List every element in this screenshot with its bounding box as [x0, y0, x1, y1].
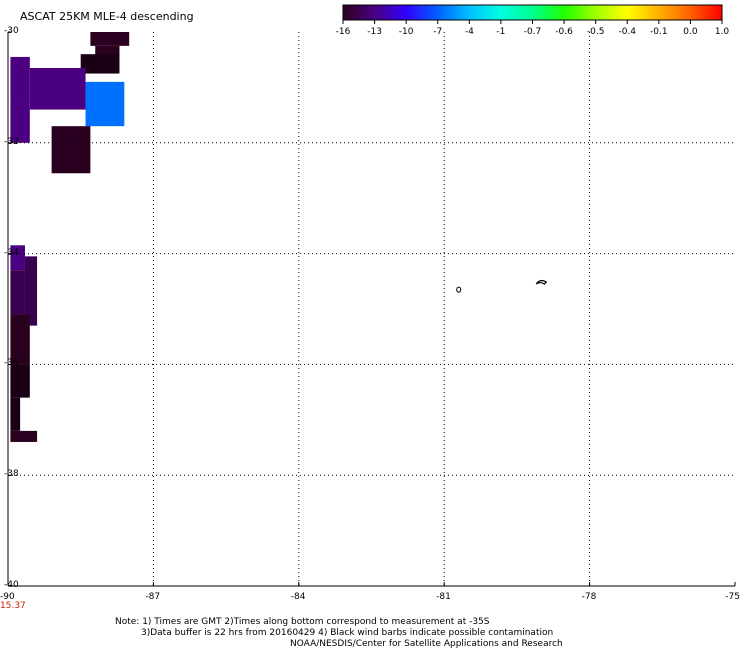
- data-cells: [10, 32, 130, 442]
- data-cell: [10, 397, 21, 431]
- lat-label: -30: [4, 26, 19, 36]
- data-cell: [90, 32, 130, 46]
- contamination-marks: [456, 279, 548, 293]
- colorbar-label: -0.7: [523, 27, 542, 37]
- lat-label: -32: [4, 136, 19, 147]
- note-line-2: 3)Data buffer is 22 hrs from 20160429 4)…: [141, 628, 554, 638]
- data-cell: [10, 245, 25, 271]
- lat-label: -40: [4, 580, 19, 590]
- data-cell: [10, 270, 25, 315]
- colorbar-ramp: [342, 4, 723, 21]
- lon-label: -90: [0, 592, 15, 602]
- lon-label: -78: [581, 592, 597, 602]
- colorbar-label: -13: [367, 27, 382, 37]
- data-cell: [51, 126, 91, 174]
- colorbar-label: 1.0: [714, 27, 730, 37]
- contour-mark: [456, 286, 462, 293]
- data-cell: [29, 68, 86, 110]
- data-cell: [10, 56, 30, 99]
- note-line-1: Note: 1) Times are GMT 2)Times along bot…: [115, 617, 490, 627]
- colorbar-label: -0.4: [618, 27, 637, 37]
- data-cell: [10, 98, 30, 143]
- data-cell: [80, 54, 120, 74]
- lon-label: -81: [436, 592, 451, 602]
- data-cell: [85, 81, 125, 127]
- grid-lines: [8, 32, 735, 586]
- time-label: 15.37: [0, 601, 26, 611]
- contour-mark: [535, 279, 548, 285]
- data-cell: [10, 364, 30, 398]
- map-frame: [7, 31, 736, 587]
- colorbar-label: -0.1: [650, 27, 668, 37]
- data-cell: [95, 45, 120, 57]
- colorbar-label: -0.5: [586, 27, 605, 37]
- data-cell: [10, 430, 38, 442]
- colorbar-label: -10: [398, 27, 414, 37]
- colorbar-label: -7: [433, 27, 443, 37]
- map-title: ASCAT 25KM MLE-4 descending: [20, 10, 194, 23]
- colorbar-label: 0.0: [683, 27, 698, 37]
- colorbar-label: -16: [335, 27, 351, 37]
- note-line-3: NOAA/NESDIS/Center for Satellite Applica…: [290, 639, 563, 649]
- colorbar-label: -4: [464, 27, 474, 37]
- lat-label: -38: [4, 469, 19, 480]
- colorbar-label: -1: [496, 27, 506, 37]
- lon-label: -87: [145, 592, 161, 602]
- lon-label: -75: [725, 592, 740, 602]
- colorbar: [342, 4, 723, 24]
- colorbar-label: -0.6: [555, 27, 573, 37]
- data-cell: [24, 256, 38, 326]
- lat-label: -36: [4, 358, 19, 369]
- data-cell: [10, 314, 30, 365]
- lat-label: -34: [4, 247, 19, 258]
- lon-label: -84: [290, 592, 306, 602]
